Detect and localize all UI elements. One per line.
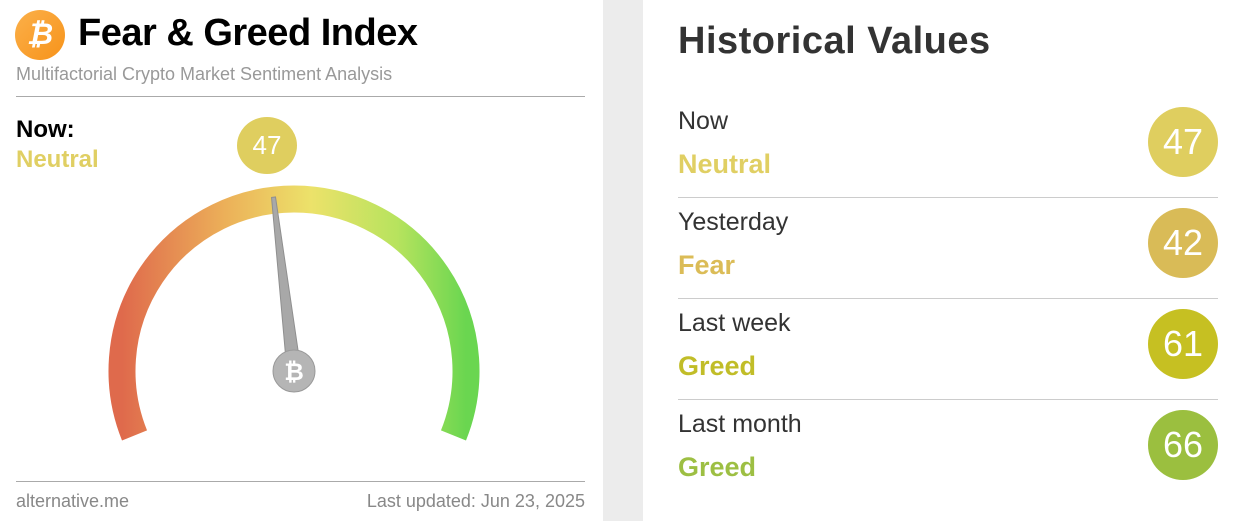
fear-greed-panel: ₿ Fear & Greed Index Multifactorial Cryp… [0,0,603,521]
row-classification: Neutral [678,149,772,179]
now-label: Now: [16,116,75,143]
row-label: Now [678,107,729,135]
history-row-yesterday: Yesterday Fear 42 [678,198,1218,299]
row-value-badge: 42 [1148,208,1218,278]
row-value-badge: 61 [1148,309,1218,379]
row-classification: Fear [678,250,736,280]
gauge-needle [270,196,302,373]
gauge: ₿ [108,185,480,441]
history-row-last-month: Last month Greed 66 [678,400,1218,501]
bitcoin-logo-icon: ₿ [15,10,65,60]
footer-divider [16,481,585,482]
row-classification: Greed [678,452,757,482]
history-row-last-week: Last week Greed 61 [678,299,1218,400]
current-value-badge: 47 [237,117,297,174]
needle-hub [272,349,316,393]
row-label: Last week [678,309,791,337]
row-value-badge: 47 [1148,107,1218,177]
row-label: Last month [678,410,802,438]
last-updated: Last updated: Jun 23, 2025 [366,491,585,511]
row-classification: Greed [678,351,757,381]
history-row-now: Now Neutral 47 [678,97,1218,198]
page-title: Fear & Greed Index [78,12,418,54]
source-link[interactable]: alternative.me [16,491,130,511]
subtitle: Multifactorial Crypto Market Sentiment A… [16,64,393,84]
historical-panel: Historical Values Now Neutral 47 Yesterd… [643,0,1243,521]
row-value-badge: 66 [1148,410,1218,480]
gauge-arc [108,185,480,441]
divider [16,96,585,97]
panel-separator [603,0,643,521]
row-label: Yesterday [678,208,789,236]
historical-title: Historical Values [678,20,991,62]
hub-bitcoin-icon: ₿ [284,358,304,386]
now-classification: Neutral [16,146,99,173]
